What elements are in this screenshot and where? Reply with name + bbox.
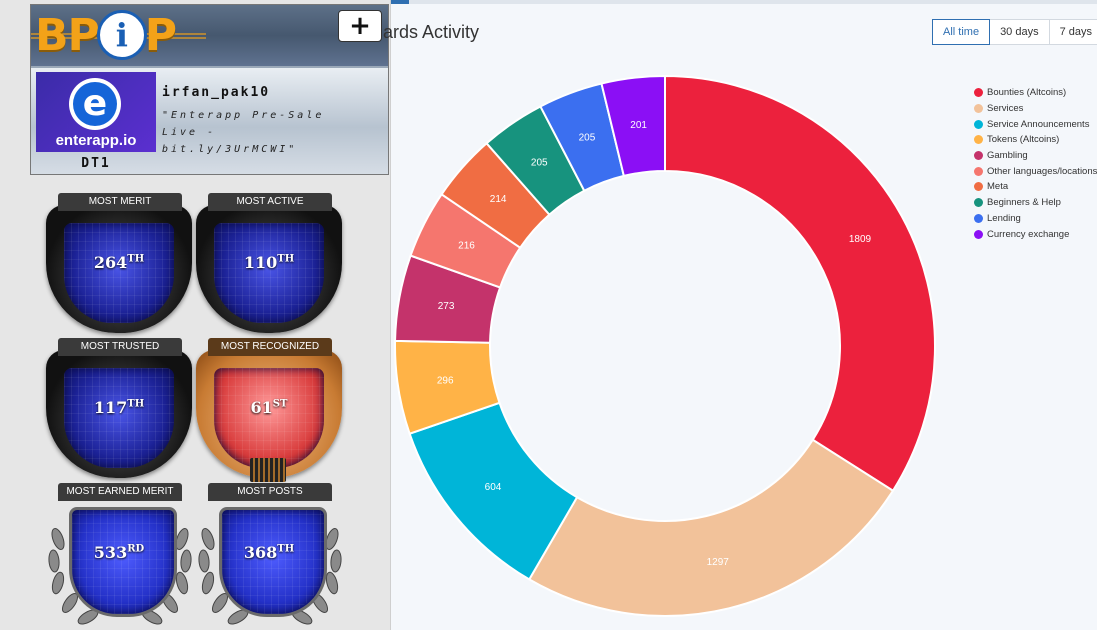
red-core [214,368,324,468]
top-tab-bar [391,0,1097,4]
slice-value-label: 296 [437,376,454,387]
tab-7-days[interactable]: 7 days [1048,19,1097,45]
slice-value-label: 604 [485,482,502,493]
legend-label: Gambling [987,150,1028,162]
enterapp-logo-icon: e [69,78,121,130]
legend-dot-icon [974,182,983,192]
legend-label: Beginners & Help [987,197,1061,209]
badge-rank: 61ST [250,398,288,417]
tab-all-time[interactable]: All time [932,19,991,45]
badge-rank: 264TH [93,253,145,272]
slice-value-label: 214 [490,194,507,205]
stand-icon [250,458,286,482]
legend-item[interactable]: Beginners & Help [974,195,1097,211]
info-icon: i [96,10,147,60]
badge-title: MOST TRUSTED [58,338,182,356]
slice-value-label: 273 [438,301,455,312]
badge-most-merit[interactable]: MOST MERIT 264TH [44,193,196,338]
profile-card: BP i P + e enterapp.io DT1 irfan_pak10 "… [30,4,389,175]
legend-label: Service Announcements [987,118,1090,130]
legend-item[interactable]: Bounties (Altcoins) [974,85,1097,101]
legend-item[interactable]: Currency exchange [974,226,1097,242]
badge-rank: 117TH [93,398,145,417]
logo-text-mid: i [115,16,128,54]
legend-item[interactable]: Service Announcements [974,116,1097,132]
slice-value-label: 205 [579,133,596,144]
legend-dot-icon [974,135,983,145]
legend-label: Tokens (Altcoins) [987,134,1060,146]
badge-rank: 533RD [93,543,145,562]
trust-rank-label: DT1 [81,156,111,171]
time-range-tabs: All time 30 days 7 days [932,19,1097,45]
bpip-panel: BP i P + e enterapp.io DT1 irfan_pak10 "… [0,0,391,630]
signature-line: Live - [162,127,217,138]
signature[interactable]: "Enterapp Pre-Sale Live - bit.ly/3UrMCWI… [162,107,382,158]
badge-most-posts[interactable]: MOST POSTS 368TH [194,483,346,628]
laurel-icon [48,528,192,625]
active-tab-indicator [391,0,409,4]
legend-label: Other languages/locations [987,165,1097,177]
legend-dot-icon [974,88,983,98]
slice-value-label: 216 [458,240,475,251]
slice-value-label: 205 [531,157,548,168]
chart-panel: ards Activity All time 30 days 7 days 18… [383,0,1097,630]
username[interactable]: irfan_pak10 [162,85,271,100]
badge-title: MOST EARNED MERIT [58,483,182,501]
blue-core [219,507,327,617]
legend-label: Meta [987,181,1009,193]
legend-dot-icon [974,119,983,129]
donut-slice[interactable] [664,74,936,493]
legend-dot-icon [974,229,983,239]
legend-dot-icon [974,213,983,223]
badge-most-recognized[interactable]: MOST RECOGNIZED 61ST [194,338,346,483]
tab-30-days[interactable]: 30 days [989,19,1050,45]
circuit-core [64,223,174,323]
badge-most-earned-merit[interactable]: MOST EARNED MERIT 533RD [44,483,196,628]
chart-legend: Bounties (Altcoins) Services Service Annou… [974,85,1097,242]
logo-text-right: P [144,9,177,61]
blue-core [69,507,177,617]
bpip-logo[interactable]: BP i P [35,9,177,61]
profile-section: e enterapp.io DT1 irfan_pak10 "Enterapp … [31,68,388,174]
legend-label: Currency exchange [987,228,1070,240]
avatar[interactable]: e enterapp.io [36,72,156,152]
badge-title: MOST POSTS [208,483,332,501]
legend-dot-icon [974,166,983,176]
slice-value-label: 1297 [707,557,730,568]
donut-slice[interactable] [527,438,895,617]
slice-value-label: 201 [630,120,647,131]
badge-most-trusted[interactable]: MOST TRUSTED 117TH [44,338,196,483]
legend-item[interactable]: Meta [974,179,1097,195]
donut-chart: 1809 1297 604 296 273 216 214 205 205 201 [394,74,936,617]
legend-item[interactable]: Gambling [974,148,1097,164]
bpip-header: BP i P + [31,5,388,68]
badge-title: MOST RECOGNIZED [208,338,332,356]
badge-title: MOST MERIT [58,193,182,211]
donut-slice[interactable] [600,74,666,178]
legend-dot-icon [974,151,983,161]
legend-item[interactable]: Lending [974,211,1097,227]
avatar-site-text: enterapp.io [55,132,137,149]
logo-text-left: BP [35,9,100,61]
signature-line: "Enterapp Pre-Sale [162,110,325,121]
legend-dot-icon [974,104,983,114]
legend-label: Services [987,103,1024,115]
legend-item[interactable]: Other languages/locations [974,163,1097,179]
legend-label: Bounties (Altcoins) [987,87,1067,99]
circuit-core [214,223,324,323]
slice-value-label: 1809 [849,234,872,245]
add-button[interactable]: + [338,10,382,42]
legend-item[interactable]: Tokens (Altcoins) [974,132,1097,148]
legend-item[interactable]: Services [974,101,1097,117]
badge-rank: 368TH [243,543,295,562]
avatar-letter: e [73,82,117,126]
chart-title: ards Activity [383,22,480,42]
legend-label: Lending [987,212,1021,224]
badge-most-active[interactable]: MOST ACTIVE 110TH [194,193,346,338]
legend-dot-icon [974,198,983,208]
badge-rank: 110TH [243,253,295,272]
circuit-core [64,368,174,468]
signature-line: bit.ly/3UrMCWI" [162,144,298,155]
badge-title: MOST ACTIVE [208,193,332,211]
